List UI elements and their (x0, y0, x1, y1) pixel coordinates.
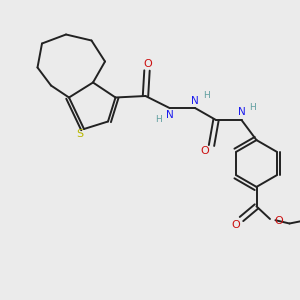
Text: H: H (203, 92, 210, 100)
Text: N: N (238, 106, 245, 117)
Text: H: H (250, 103, 256, 112)
Text: O: O (231, 220, 240, 230)
Text: O: O (143, 59, 152, 70)
Text: O: O (200, 146, 209, 156)
Text: S: S (76, 129, 83, 140)
Text: H: H (155, 115, 161, 124)
Text: N: N (166, 110, 173, 120)
Text: O: O (274, 215, 283, 226)
Text: N: N (191, 95, 199, 106)
